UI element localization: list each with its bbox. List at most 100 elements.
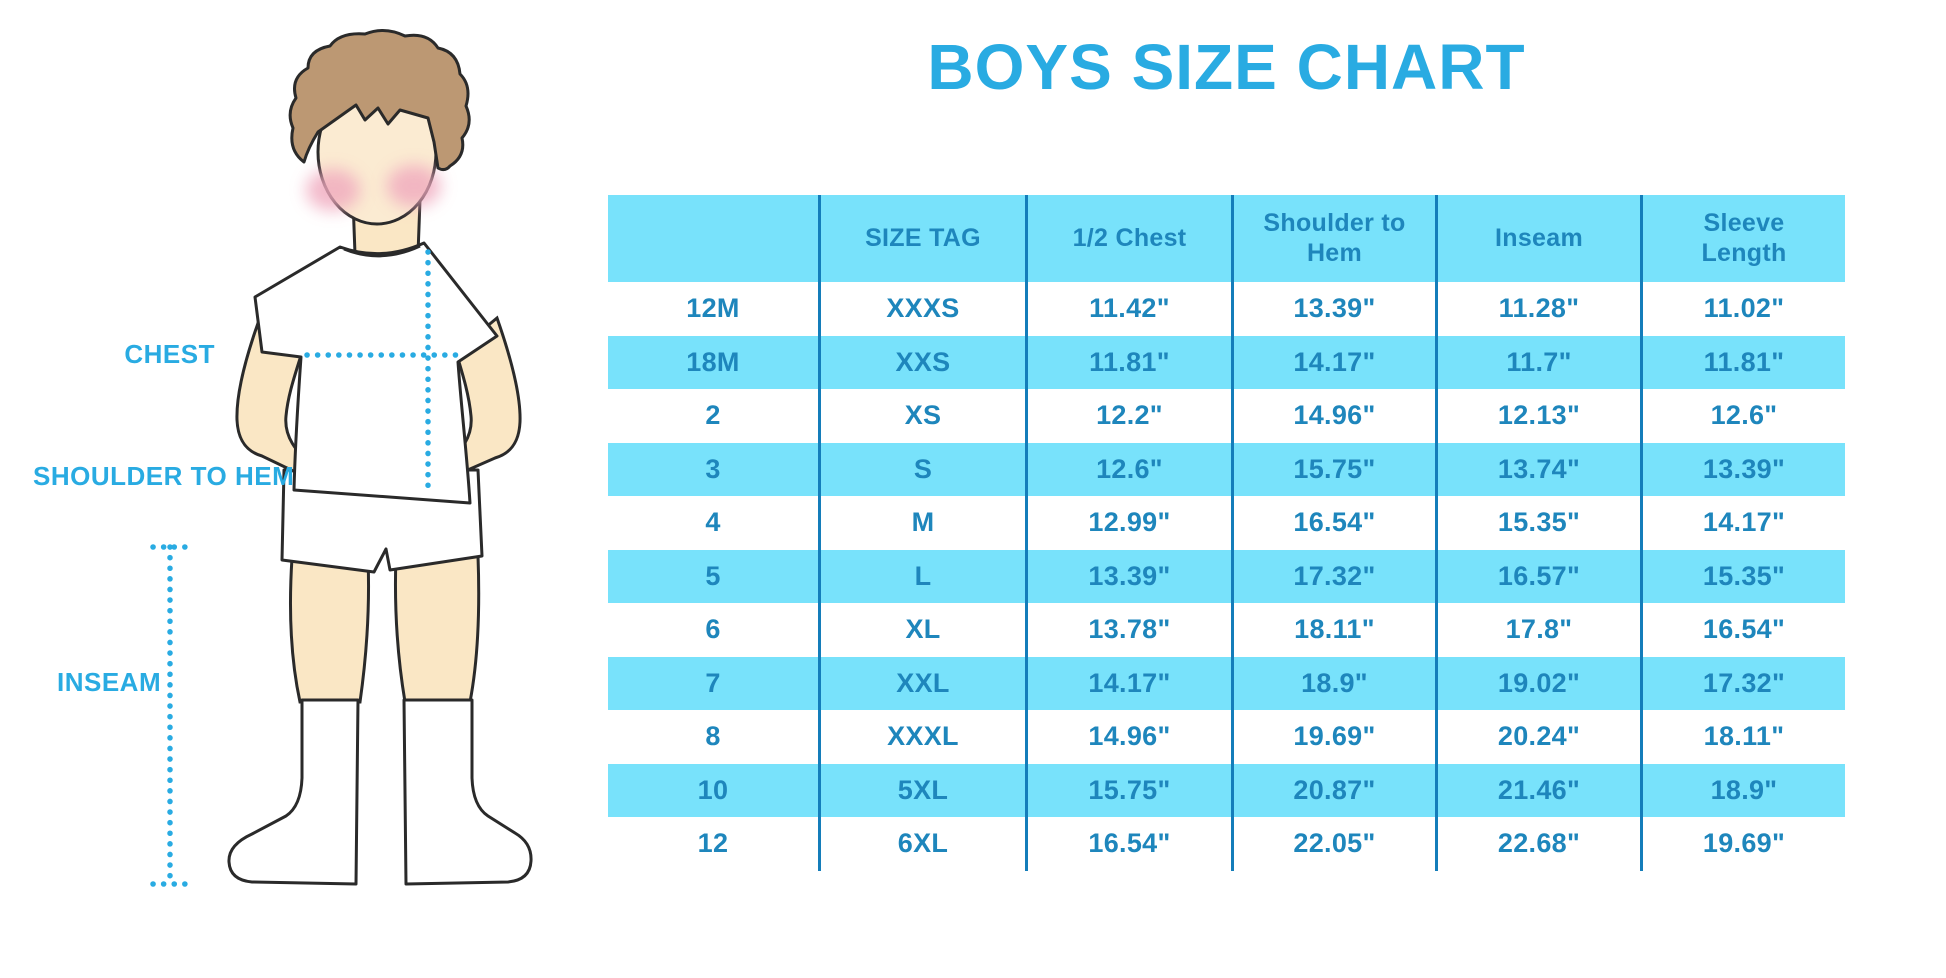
cell-shoulder-to-hem: 15.75"	[1231, 442, 1435, 496]
cell-1-2-chest: 11.42"	[1025, 282, 1231, 336]
table-row-18m: 18M XXS 11.81" 14.17" 11.7" 11.81"	[608, 335, 1845, 389]
row-label: 12M	[686, 293, 740, 324]
page-title: BOYS SIZE CHART	[927, 31, 1526, 103]
cell-shoulder-to-hem: 20.87"	[1231, 763, 1435, 817]
row-label: 8	[705, 721, 721, 752]
cell-size-tag: XL	[818, 603, 1025, 657]
row-label: 3	[705, 453, 721, 484]
cell-size-tag: 5XL	[818, 763, 1025, 817]
row-label: 12	[697, 828, 729, 859]
table-row-3: 3 S 12.6" 15.75" 13.74" 13.39"	[608, 442, 1845, 496]
table-row-5: 5 L 13.39" 17.32" 16.57" 15.35"	[608, 549, 1845, 603]
cell-sleeve-length: 15.35"	[1640, 549, 1845, 603]
cell-size-tag: 6XL	[818, 817, 1025, 871]
cell-inseam: 11.7"	[1435, 335, 1640, 389]
size-table: SIZE TAG 1/2 Chest Shoulder to Hem Inseam Sl…	[608, 195, 1845, 871]
size-table-body: 12M XXXS 11.42" 13.39" 11.28" 11.02" 18M XXS 11.…	[608, 282, 1845, 871]
table-row-4: 4 M 12.99" 16.54" 15.35" 14.17"	[608, 496, 1845, 550]
cell-sleeve-length: 18.9"	[1640, 763, 1845, 817]
cell-1-2-chest: 13.39"	[1025, 549, 1231, 603]
cell-inseam: 13.74"	[1435, 442, 1640, 496]
cell-inseam: 12.13"	[1435, 389, 1640, 443]
cell-1-2-chest: 15.75"	[1025, 763, 1231, 817]
cell-sleeve-length: 12.6"	[1640, 389, 1845, 443]
boy-left-sock	[227, 698, 360, 886]
cell-size-tag: XXXS	[818, 282, 1025, 336]
boy-right-sock	[402, 698, 533, 886]
column-header-shoulder-to-hem: Shoulder to Hem	[1231, 195, 1435, 282]
column-header-1-2-chest: 1/2 Chest	[1025, 195, 1231, 282]
table-row-8: 8 XXXL 14.96" 19.69" 20.24" 18.11"	[608, 710, 1845, 764]
boy-left-leg	[288, 556, 371, 704]
cell-inseam: 22.68"	[1435, 817, 1640, 871]
cell-shoulder-to-hem: 14.96"	[1231, 389, 1435, 443]
cell-inseam: 21.46"	[1435, 763, 1640, 817]
cell-inseam: 17.8"	[1435, 603, 1640, 657]
cell-inseam: 20.24"	[1435, 710, 1640, 764]
table-row-2: 2 XS 12.2" 14.96" 12.13" 12.6"	[608, 389, 1845, 443]
cell-sleeve-length: 18.11"	[1640, 710, 1845, 764]
table-row-10: 10 5XL 15.75" 20.87" 21.46" 18.9"	[608, 763, 1845, 817]
cell-sleeve-length: 11.81"	[1640, 335, 1845, 389]
cell-size-tag: XXXL	[818, 710, 1025, 764]
cell-sleeve-length: 13.39"	[1640, 442, 1845, 496]
table-row-12m: 12M XXXS 11.42" 13.39" 11.28" 11.02"	[608, 282, 1845, 336]
boy-right-leg	[393, 554, 481, 704]
cell-size-tag: M	[818, 496, 1025, 550]
cell-size-tag: XS	[818, 389, 1025, 443]
cell-inseam: 11.28"	[1435, 282, 1640, 336]
cell-shoulder-to-hem: 16.54"	[1231, 496, 1435, 550]
cell-shoulder-to-hem: 13.39"	[1231, 282, 1435, 336]
row-label: 5	[705, 560, 721, 591]
cell-1-2-chest: 12.2"	[1025, 389, 1231, 443]
row-label: 18M	[686, 346, 740, 377]
size-table-header: SIZE TAG 1/2 Chest Shoulder to Hem Inseam Sl…	[608, 195, 1845, 282]
cell-shoulder-to-hem: 14.17"	[1231, 335, 1435, 389]
column-header-size-tag: SIZE TAG	[818, 195, 1025, 282]
cell-1-2-chest: 14.96"	[1025, 710, 1231, 764]
boy-hair	[288, 29, 471, 172]
cell-1-2-chest: 16.54"	[1025, 817, 1231, 871]
cell-shoulder-to-hem: 18.9"	[1231, 656, 1435, 710]
row-label: 6	[705, 614, 721, 645]
cell-sleeve-length: 17.32"	[1640, 656, 1845, 710]
cell-shoulder-to-hem: 17.32"	[1231, 549, 1435, 603]
table-row-6: 6 XL 13.78" 18.11" 17.8" 16.54"	[608, 603, 1845, 657]
row-label: 7	[705, 667, 721, 698]
cell-1-2-chest: 13.78"	[1025, 603, 1231, 657]
boy-blush-right	[387, 165, 441, 207]
cell-inseam: 19.02"	[1435, 656, 1640, 710]
cell-1-2-chest: 11.81"	[1025, 335, 1231, 389]
boy-blush-left	[306, 169, 360, 211]
cell-shoulder-to-hem: 18.11"	[1231, 603, 1435, 657]
cell-sleeve-length: 19.69"	[1640, 817, 1845, 871]
boy-shirt	[253, 241, 499, 505]
cell-size-tag: S	[818, 442, 1025, 496]
shoulder-to-hem-label: SHOULDER TO HEM	[33, 461, 295, 491]
chest-label: CHEST	[124, 339, 215, 369]
table-row-12: 12 6XL 16.54" 22.05" 22.68" 19.69"	[608, 817, 1845, 871]
table-row-7: 7 XXL 14.17" 18.9" 19.02" 17.32"	[608, 656, 1845, 710]
cell-sleeve-length: 14.17"	[1640, 496, 1845, 550]
column-header-sleeve-length: Sleeve Length	[1640, 195, 1845, 282]
row-label: 2	[705, 400, 721, 431]
cell-size-tag: XXL	[818, 656, 1025, 710]
cell-1-2-chest: 12.6"	[1025, 442, 1231, 496]
column-header-blank	[608, 195, 818, 282]
boy-shirt-collar	[343, 244, 421, 258]
cell-size-tag: L	[818, 549, 1025, 603]
cell-sleeve-length: 16.54"	[1640, 603, 1845, 657]
cell-shoulder-to-hem: 22.05"	[1231, 817, 1435, 871]
cell-inseam: 15.35"	[1435, 496, 1640, 550]
cell-size-tag: XXS	[818, 335, 1025, 389]
row-label: 4	[705, 507, 721, 538]
cell-inseam: 16.57"	[1435, 549, 1640, 603]
boy-illustration: CHEST SHOULDER TO HEM INSEAM	[0, 0, 560, 973]
cell-sleeve-length: 11.02"	[1640, 282, 1845, 336]
boy-illustration-svg	[150, 29, 533, 887]
cell-1-2-chest: 14.17"	[1025, 656, 1231, 710]
cell-shoulder-to-hem: 19.69"	[1231, 710, 1435, 764]
cell-1-2-chest: 12.99"	[1025, 496, 1231, 550]
row-label: 10	[697, 774, 729, 805]
